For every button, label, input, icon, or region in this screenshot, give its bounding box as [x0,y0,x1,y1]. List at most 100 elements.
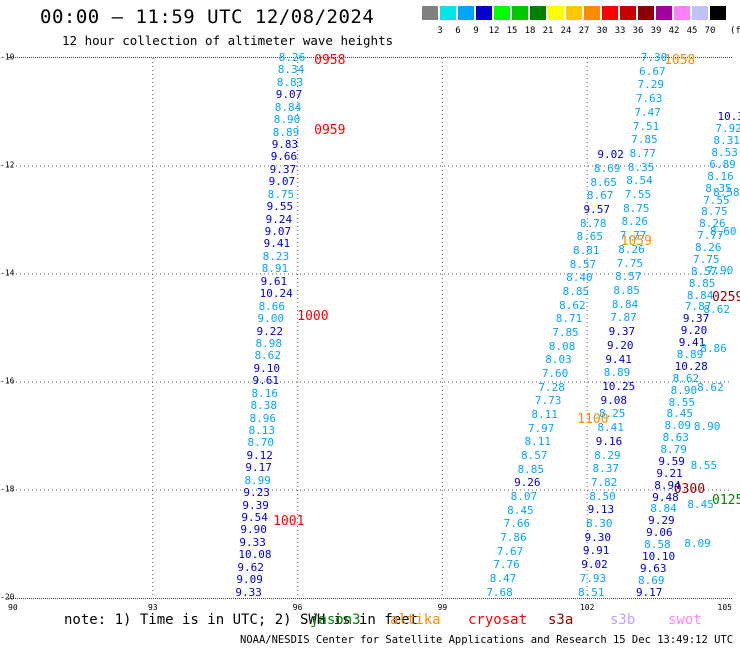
legend-swatch [458,6,474,20]
wave-height-value: 7.77 [697,229,724,243]
wave-height-value: 8.78 [579,216,607,230]
legend-label: 15 [506,26,518,36]
wave-height-value: 10.08 [238,548,272,562]
wave-height-value: 8.58 [713,186,740,199]
wave-height-value: 8.86 [700,342,727,355]
wave-height-value: 7.77 [619,229,647,243]
wave-height-value: 9.33 [235,585,262,599]
wave-height-value: 9.07 [264,225,292,239]
wave-height-value: 8.70 [247,436,274,450]
map-plot-area [8,57,732,599]
wave-height-value: 8.57 [521,448,548,462]
legend-label: 42 [668,26,680,36]
wave-height-value: 7.90 [706,264,734,277]
legend-swatch [656,6,672,20]
wave-height-value: 8.55 [668,395,696,409]
wave-height-value: 8.57 [615,270,642,284]
wave-height-value: 9.59 [658,454,685,468]
legend-swatch [530,6,546,20]
wave-height-value: 9.02 [581,558,608,572]
wave-height-value: 8.60 [709,225,737,238]
wave-height-value: 8.35 [627,160,655,174]
wave-height-value: 8.58 [644,538,671,552]
wave-height-value: 7.63 [635,92,663,106]
legend-label: 9 [473,26,479,36]
latitude-tick-label: -10 [0,52,15,62]
wave-height-value: 9.90 [240,523,267,537]
wave-height-value: 8.26 [618,242,645,256]
wave-height-value: 8.26 [699,217,726,231]
wave-height-value: 8.55 [690,459,718,472]
wave-height-value: 7.87 [684,300,712,314]
wave-height-value: 8.62 [559,298,586,312]
wave-height-value: 8.85 [517,462,545,476]
satellite-cryosat-label: cryosat [468,612,528,628]
wave-height-value: 8.98 [255,336,283,350]
footnote: note: 1) Time is in UTC; 2) SWH is in fe… [64,612,419,628]
wave-height-value: 8.62 [697,381,724,394]
legend-swatch [494,6,510,20]
pass-time-label: 0259 [712,290,740,306]
wave-height-value: 7.55 [703,193,730,207]
legend-label: 39 [650,26,662,36]
wave-height-value: 9.91 [582,544,610,558]
wave-height-value: 7.92 [715,122,740,136]
wave-height-value: 9.37 [269,162,297,176]
wave-height-value: 9.09 [236,573,263,587]
wave-height-value: 9.54 [241,511,268,524]
pass-time-label: 1100 [577,411,609,427]
wave-height-value: 7.30 [640,51,668,64]
wave-height-value: 8.26 [695,241,722,255]
wave-height-value: 9.61 [252,374,280,388]
pass-time-label: 0958 [314,52,346,68]
wave-height-value: 8.54 [626,174,653,188]
pass-time-label: 1058 [664,52,696,68]
footer-credit: NOAA/NESDIS Center for Satellite Applica… [240,634,740,646]
legend-swatch [566,6,582,20]
wave-height-value: 8.90 [693,420,721,433]
wave-height-value: 8.29 [594,448,621,462]
wave-height-value: 8.84 [686,288,714,302]
legend-swatch [440,6,456,20]
wave-height-value: 6.67 [639,64,666,78]
wave-height-value: 7.51 [632,119,660,133]
wave-height-value: 8.75 [267,187,295,201]
wave-height-value: 7.85 [631,133,658,147]
wave-height-value: 8.65 [590,175,617,189]
wave-height-value: 8.41 [597,421,624,435]
wave-height-value: 9.41 [678,336,706,350]
wave-height-value: 8.65 [576,230,604,244]
legend-swatch [548,6,564,20]
wave-height-value: 9.55 [266,200,294,214]
latitude-tick-label: -18 [0,484,15,494]
wave-height-value: 8.30 [586,517,613,531]
lat-lon-gridlines [8,58,732,598]
wave-height-value: 9.17 [245,461,272,475]
wave-height-value: 8.62 [254,349,282,363]
wave-height-value: 7.75 [693,252,720,266]
wave-height-value: 9.23 [243,486,270,500]
wave-height-value: 8.25 [598,407,626,421]
wave-height-value: 8.13 [248,423,275,437]
pass-time-label: 1001 [273,514,305,530]
satellite-s3a-label: s3a [548,612,574,628]
wave-height-value: 9.12 [246,448,273,462]
wave-height-value: 9.33 [239,535,266,549]
wave-height-value: 9.08 [600,393,628,407]
wave-height-value: 8.31 [713,134,740,148]
wave-height-value: 9.07 [268,175,296,189]
wave-height-value: 8.62 [672,371,700,385]
legend-swatch [584,6,600,20]
wave-height-value: 8.63 [662,431,689,445]
wave-height-value: 8.62 [703,303,731,316]
wave-height-value: 8.84 [650,502,677,516]
satellite-jason3-label: jason3 [310,612,361,628]
wave-height-value: 9.20 [680,324,708,338]
wave-height-value: 8.81 [573,243,600,257]
legend-label: 45 [686,26,698,36]
wave-height-value: 8.26 [621,215,648,229]
legend-swatch [512,6,528,20]
legend-swatch [602,6,618,20]
wave-height-value: 10.24 [259,287,293,301]
